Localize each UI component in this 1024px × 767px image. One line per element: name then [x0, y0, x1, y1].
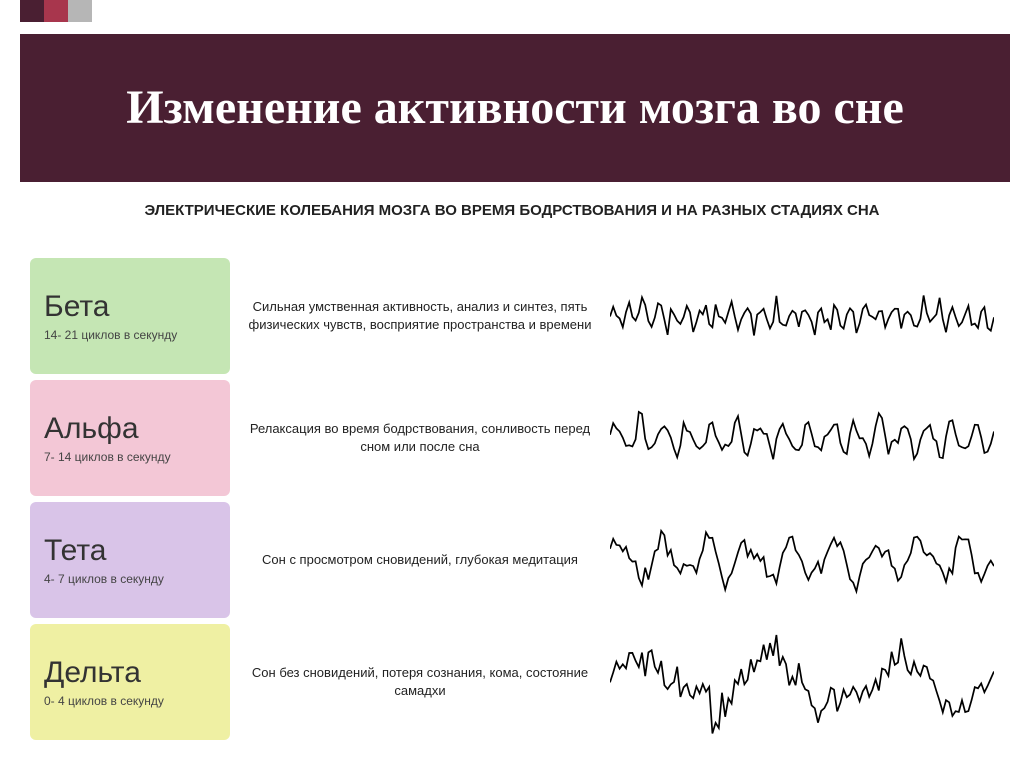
wave-name: Дельта	[44, 656, 216, 690]
wave-frequency: 14- 21 циклов в секунду	[44, 328, 216, 342]
wave-row: Бета 14- 21 циклов в секунду Сильная умств…	[30, 258, 994, 374]
wave-name: Альфа	[44, 412, 216, 446]
waveform	[610, 624, 994, 740]
wave-frequency: 0- 4 циклов в секунду	[44, 694, 216, 708]
wave-description: Сон без сновидений, потеря сознания, ком…	[230, 624, 610, 740]
wave-frequency: 7- 14 циклов в секунду	[44, 450, 216, 464]
decor-top-blocks	[20, 0, 92, 22]
wave-description: Сон с просмотром сновидений, глубокая ме…	[230, 502, 610, 618]
wave-row: Дельта 0- 4 циклов в секунду Сон без снови…	[30, 624, 994, 740]
wave-label-box: Альфа 7- 14 циклов в секунду	[30, 380, 230, 496]
wave-row: Тета 4- 7 циклов в секунду Сон с просмотро…	[30, 502, 994, 618]
wave-name: Тета	[44, 534, 216, 568]
wave-frequency: 4- 7 циклов в секунду	[44, 572, 216, 586]
waveform	[610, 502, 994, 618]
decor-block	[68, 0, 92, 22]
wave-rows: Бета 14- 21 циклов в секунду Сильная умств…	[30, 258, 994, 746]
wave-description: Релаксация во время бодрствования, сонли…	[230, 380, 610, 496]
decor-block	[44, 0, 68, 22]
wave-label-box: Дельта 0- 4 циклов в секунду	[30, 624, 230, 740]
wave-name: Бета	[44, 290, 216, 324]
wave-label-box: Бета 14- 21 циклов в секунду	[30, 258, 230, 374]
slide-title: Изменение активности мозга во сне	[126, 80, 904, 135]
wave-label-box: Тета 4- 7 циклов в секунду	[30, 502, 230, 618]
wave-description: Сильная умственная активность, анализ и …	[230, 258, 610, 374]
subtitle: ЭЛЕКТРИЧЕСКИЕ КОЛЕБАНИЯ МОЗГА ВО ВРЕМЯ Б…	[60, 200, 964, 221]
title-banner: Изменение активности мозга во сне	[20, 34, 1010, 182]
decor-block	[20, 0, 44, 22]
waveform	[610, 380, 994, 496]
waveform	[610, 258, 994, 374]
wave-row: Альфа 7- 14 циклов в секунду Релаксация во…	[30, 380, 994, 496]
